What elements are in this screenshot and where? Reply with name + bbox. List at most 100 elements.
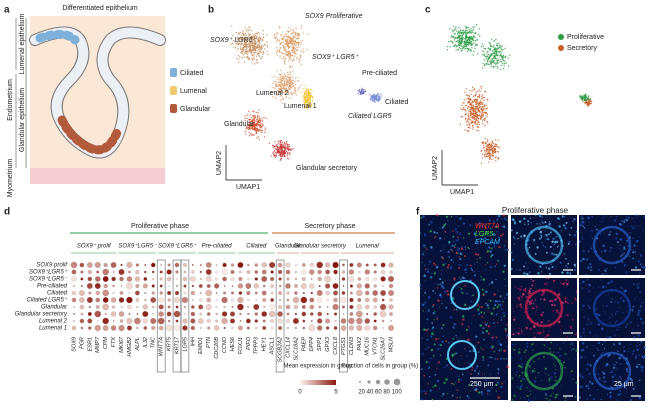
signal <box>502 300 504 303</box>
cell-point <box>237 43 240 45</box>
signal <box>437 361 441 364</box>
signal <box>575 243 577 246</box>
signal <box>615 399 618 402</box>
cell-point <box>496 65 498 68</box>
cell-point <box>288 154 291 156</box>
signal <box>503 315 505 318</box>
signal <box>422 254 424 256</box>
cell-point <box>478 121 480 123</box>
signal <box>474 369 477 372</box>
signal <box>503 357 505 360</box>
cell-point <box>470 116 472 118</box>
signal <box>523 311 526 313</box>
cell-point <box>358 88 361 91</box>
cell-point <box>275 52 278 55</box>
cell-point <box>242 38 245 41</box>
cell-point <box>297 76 299 79</box>
signal <box>430 357 432 360</box>
dot <box>285 283 291 289</box>
cell-point <box>272 82 274 85</box>
signal <box>486 322 489 324</box>
dot <box>71 325 77 331</box>
signal <box>424 291 427 294</box>
cell-point <box>461 35 463 37</box>
signal <box>572 220 574 222</box>
dot <box>73 313 75 315</box>
signal <box>463 303 465 305</box>
signal <box>490 237 492 239</box>
signal <box>502 311 506 315</box>
dot <box>388 290 394 296</box>
dot <box>205 304 212 310</box>
signal <box>579 224 582 227</box>
cell-point <box>494 145 496 148</box>
cell-point <box>484 90 487 93</box>
signal <box>625 271 628 274</box>
cell-point <box>474 95 476 97</box>
dot <box>73 285 75 287</box>
dot <box>333 269 338 275</box>
dot <box>183 291 187 295</box>
signal <box>590 377 592 379</box>
cell-point <box>278 148 280 150</box>
signal <box>621 311 624 314</box>
cell-point <box>257 136 260 138</box>
cell-point <box>477 109 480 112</box>
signal <box>631 309 634 312</box>
cell-point <box>460 33 463 35</box>
cell-point <box>283 55 285 57</box>
cell-point <box>491 45 493 47</box>
dot <box>364 283 370 289</box>
cell-point <box>239 43 241 45</box>
cell-point <box>311 90 313 92</box>
signal <box>533 336 536 339</box>
signal <box>426 318 429 321</box>
dot <box>381 319 385 323</box>
signal <box>489 346 493 349</box>
dot <box>380 262 386 268</box>
cell-point <box>306 97 308 99</box>
cell-point <box>472 54 474 56</box>
umap-b <box>230 25 383 162</box>
signal <box>441 269 444 271</box>
dot <box>104 312 107 316</box>
signal <box>539 298 542 301</box>
endometrium-bg <box>30 16 165 168</box>
cell-point <box>253 42 256 45</box>
signal <box>493 350 496 353</box>
cell-point <box>257 112 259 114</box>
signal <box>579 375 582 377</box>
signal <box>469 264 472 267</box>
cell-point <box>287 92 290 94</box>
dot <box>112 271 115 273</box>
dot <box>309 269 315 275</box>
dot <box>71 269 77 275</box>
signal <box>553 363 554 365</box>
cell-point <box>466 124 468 126</box>
signal <box>581 237 584 240</box>
signal <box>567 242 570 245</box>
signal <box>552 310 554 312</box>
cell-point <box>284 145 287 147</box>
signal <box>590 229 594 232</box>
cell-point <box>237 40 239 42</box>
cell-point <box>296 58 298 60</box>
dot <box>356 317 363 325</box>
cell-point <box>235 32 238 34</box>
cell-point <box>279 27 281 29</box>
cell-point <box>472 126 474 129</box>
signal <box>440 344 443 347</box>
signal <box>635 296 638 298</box>
signal <box>581 376 584 379</box>
signal <box>497 300 500 303</box>
signal <box>420 391 422 393</box>
signal <box>635 365 639 369</box>
row-label: Lumenal 1 <box>39 326 67 332</box>
signal <box>635 283 638 286</box>
signal <box>516 269 518 271</box>
dot <box>294 271 297 273</box>
cell-point <box>466 98 468 100</box>
cell-point <box>465 94 468 96</box>
signal <box>635 355 637 357</box>
dot <box>221 269 228 275</box>
